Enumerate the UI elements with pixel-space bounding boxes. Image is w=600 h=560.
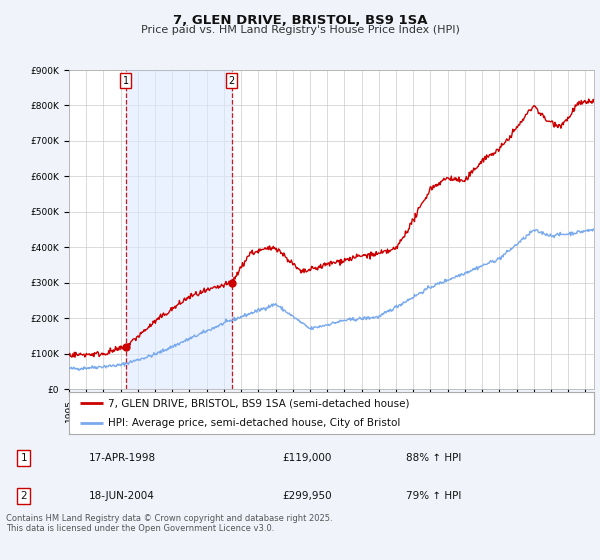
Text: £119,000: £119,000: [283, 453, 332, 463]
Text: Price paid vs. HM Land Registry's House Price Index (HPI): Price paid vs. HM Land Registry's House …: [140, 25, 460, 35]
Text: 2: 2: [20, 491, 27, 501]
Text: 1: 1: [122, 76, 128, 86]
Text: 7, GLEN DRIVE, BRISTOL, BS9 1SA (semi-detached house): 7, GLEN DRIVE, BRISTOL, BS9 1SA (semi-de…: [109, 398, 410, 408]
Text: HPI: Average price, semi-detached house, City of Bristol: HPI: Average price, semi-detached house,…: [109, 418, 401, 428]
Text: 18-JUN-2004: 18-JUN-2004: [88, 491, 154, 501]
Text: 17-APR-1998: 17-APR-1998: [88, 453, 155, 463]
Text: 79% ↑ HPI: 79% ↑ HPI: [406, 491, 461, 501]
Text: Contains HM Land Registry data © Crown copyright and database right 2025.
This d: Contains HM Land Registry data © Crown c…: [6, 514, 332, 534]
Text: 1: 1: [20, 453, 27, 463]
Text: £299,950: £299,950: [283, 491, 332, 501]
Bar: [125, 70, 232, 389]
Text: 2: 2: [229, 76, 235, 86]
Text: 7, GLEN DRIVE, BRISTOL, BS9 1SA: 7, GLEN DRIVE, BRISTOL, BS9 1SA: [173, 14, 427, 27]
Text: 88% ↑ HPI: 88% ↑ HPI: [406, 453, 461, 463]
